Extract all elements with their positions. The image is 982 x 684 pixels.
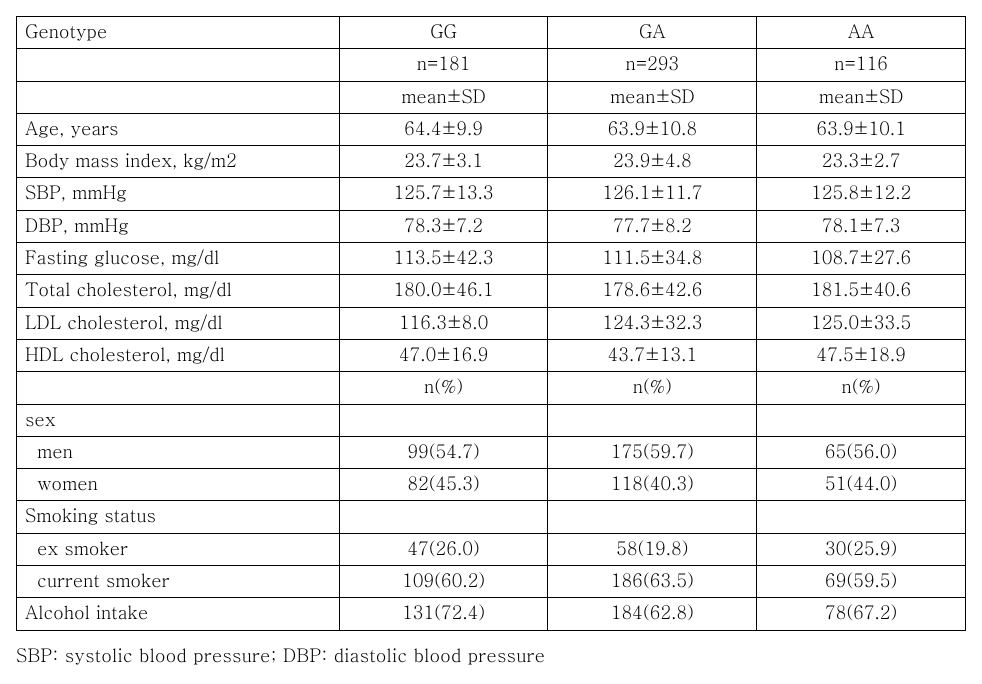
npct-row: n(%) n(%) n(%) — [17, 372, 966, 404]
empty-cell — [17, 81, 340, 113]
row-label: SBP, mmHg — [17, 178, 340, 210]
cell-value: 125.0±33.5 — [757, 307, 966, 339]
npct-gg: n(%) — [339, 372, 548, 404]
cell-value: 43.7±13.1 — [548, 339, 757, 371]
table-row: Alcohol intake 131(72.4) 184(62.8) 78(67… — [17, 598, 966, 630]
col-header-gg: GG — [339, 17, 548, 49]
row-label: current smoker — [17, 566, 340, 598]
npct-ga: n(%) — [548, 372, 757, 404]
n-aa: n=116 — [757, 49, 966, 81]
cell-value: 109(60.2) — [339, 566, 548, 598]
cell-value: 23.3±2.7 — [757, 146, 966, 178]
header-row: Genotype GG GA AA — [17, 17, 966, 49]
cell-value: 178.6±42.6 — [548, 275, 757, 307]
row-label: women — [17, 469, 340, 501]
cell-value: 126.1±11.7 — [548, 178, 757, 210]
cell-value: 184(62.8) — [548, 598, 757, 630]
table-row: women 82(45.3) 118(40.3) 51(44.0) — [17, 469, 966, 501]
empty-cell — [339, 501, 548, 533]
cell-value: 47.0±16.9 — [339, 339, 548, 371]
table-row: men 99(54.7) 175(59.7) 65(56.0) — [17, 436, 966, 468]
cell-value: 47.5±18.9 — [757, 339, 966, 371]
cell-value: 175(59.7) — [548, 436, 757, 468]
cell-value: 65(56.0) — [757, 436, 966, 468]
cell-value: 180.0±46.1 — [339, 275, 548, 307]
row-label-sex: sex — [17, 404, 340, 436]
table-row: ex smoker 47(26.0) 58(19.8) 30(25.9) — [17, 533, 966, 565]
cell-value: 77.7±8.2 — [548, 210, 757, 242]
cell-value: 82(45.3) — [339, 469, 548, 501]
row-label: men — [17, 436, 340, 468]
table-row: HDL cholesterol, mg/dl 47.0±16.9 43.7±13… — [17, 339, 966, 371]
table-row: Total cholesterol, mg/dl 180.0±46.1 178.… — [17, 275, 966, 307]
cell-value: 78.3±7.2 — [339, 210, 548, 242]
cell-value: 186(63.5) — [548, 566, 757, 598]
row-label: DBP, mmHg — [17, 210, 340, 242]
meansd-ga: mean±SD — [548, 81, 757, 113]
col-header-ga: GA — [548, 17, 757, 49]
cell-value: 23.7±3.1 — [339, 146, 548, 178]
cell-value: 78(67.2) — [757, 598, 966, 630]
cell-value: 131(72.4) — [339, 598, 548, 630]
cell-value: 30(25.9) — [757, 533, 966, 565]
cell-value: 111.5±34.8 — [548, 243, 757, 275]
meansd-row: mean±SD mean±SD mean±SD — [17, 81, 966, 113]
empty-cell — [757, 404, 966, 436]
cell-value: 47(26.0) — [339, 533, 548, 565]
row-label: ex smoker — [17, 533, 340, 565]
npct-aa: n(%) — [757, 372, 966, 404]
cell-value: 64.4±9.9 — [339, 113, 548, 145]
empty-cell — [548, 404, 757, 436]
cell-value: 125.8±12.2 — [757, 178, 966, 210]
row-label: Fasting glucose, mg/dl — [17, 243, 340, 275]
cell-value: 58(19.8) — [548, 533, 757, 565]
n-row: n=181 n=293 n=116 — [17, 49, 966, 81]
row-label: LDL cholesterol, mg/dl — [17, 307, 340, 339]
meansd-gg: mean±SD — [339, 81, 548, 113]
table-caption: SBP: systolic blood pressure; DBP: diast… — [16, 643, 966, 668]
row-label: Alcohol intake — [17, 598, 340, 630]
cell-value: 125.7±13.3 — [339, 178, 548, 210]
empty-cell — [339, 404, 548, 436]
table-row: Age, years 64.4±9.9 63.9±10.8 63.9±10.1 — [17, 113, 966, 145]
table-row: SBP, mmHg 125.7±13.3 126.1±11.7 125.8±12… — [17, 178, 966, 210]
cell-value: 181.5±40.6 — [757, 275, 966, 307]
cell-value: 51(44.0) — [757, 469, 966, 501]
row-label-smoking: Smoking status — [17, 501, 340, 533]
row-label: HDL cholesterol, mg/dl — [17, 339, 340, 371]
cell-value: 116.3±8.0 — [339, 307, 548, 339]
cell-value: 124.3±32.3 — [548, 307, 757, 339]
n-gg: n=181 — [339, 49, 548, 81]
cell-value: 108.7±27.6 — [757, 243, 966, 275]
row-label: Body mass index, kg/m2 — [17, 146, 340, 178]
table-row: DBP, mmHg 78.3±7.2 77.7±8.2 78.1±7.3 — [17, 210, 966, 242]
table-row: Body mass index, kg/m2 23.7±3.1 23.9±4.8… — [17, 146, 966, 178]
cell-value: 113.5±42.3 — [339, 243, 548, 275]
n-ga: n=293 — [548, 49, 757, 81]
section-row: Smoking status — [17, 501, 966, 533]
cell-value: 78.1±7.3 — [757, 210, 966, 242]
cell-value: 118(40.3) — [548, 469, 757, 501]
meansd-aa: mean±SD — [757, 81, 966, 113]
empty-cell — [757, 501, 966, 533]
empty-cell — [548, 501, 757, 533]
cell-value: 63.9±10.1 — [757, 113, 966, 145]
table-row: current smoker 109(60.2) 186(63.5) 69(59… — [17, 566, 966, 598]
col-header-genotype: Genotype — [17, 17, 340, 49]
cell-value: 69(59.5) — [757, 566, 966, 598]
table-row: LDL cholesterol, mg/dl 116.3±8.0 124.3±3… — [17, 307, 966, 339]
table-row: Fasting glucose, mg/dl 113.5±42.3 111.5±… — [17, 243, 966, 275]
empty-cell — [17, 49, 340, 81]
cell-value: 99(54.7) — [339, 436, 548, 468]
section-row: sex — [17, 404, 966, 436]
cell-value: 63.9±10.8 — [548, 113, 757, 145]
empty-cell — [17, 372, 340, 404]
cell-value: 23.9±4.8 — [548, 146, 757, 178]
row-label: Age, years — [17, 113, 340, 145]
col-header-aa: AA — [757, 17, 966, 49]
row-label: Total cholesterol, mg/dl — [17, 275, 340, 307]
genotype-table: Genotype GG GA AA n=181 n=293 n=116 mean… — [16, 16, 966, 631]
